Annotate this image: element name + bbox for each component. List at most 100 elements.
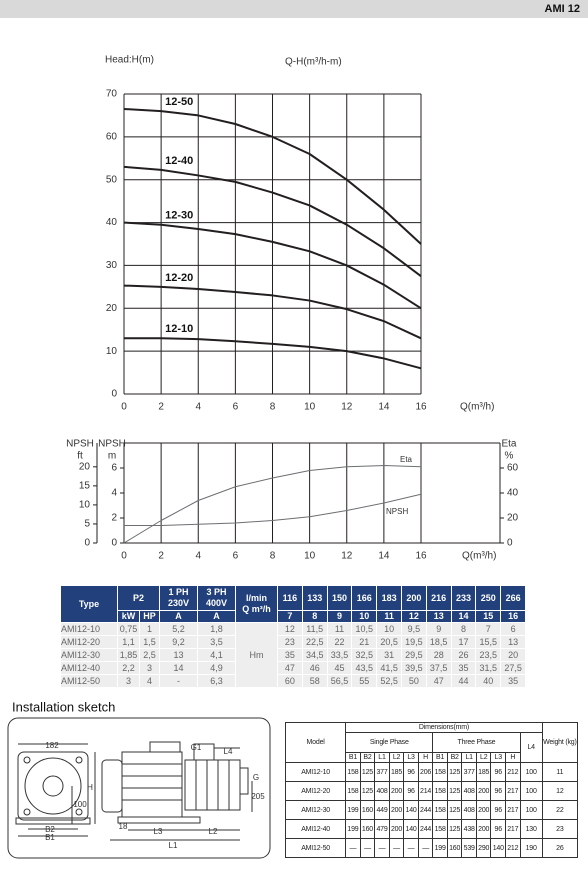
sketch-label: 18 — [119, 822, 128, 831]
table-cell: 31,5 — [475, 661, 502, 675]
table-cell: 19,5 — [401, 635, 427, 649]
table-cell: — — [359, 838, 376, 858]
table-cell: — — [345, 838, 361, 858]
series-line — [123, 221, 422, 310]
table-cell: 11,5 — [301, 622, 328, 636]
table-cell: 55 — [351, 674, 378, 688]
sketch-label: G1 — [191, 743, 202, 752]
table-cell: HP — [138, 610, 161, 623]
x-tick-label: 12 — [341, 551, 353, 562]
table-cell: P2 — [116, 585, 161, 611]
x-tick-label: 8 — [270, 551, 276, 562]
series-label: Eta — [400, 455, 413, 464]
sketch-label: L2 — [209, 827, 218, 836]
table-cell: 158 — [432, 819, 448, 839]
dimension-table: Model Dimensions(mm) Weight (kg) Single Pha… — [284, 722, 579, 858]
table-cell: H — [417, 752, 434, 763]
table-cell: 10 — [351, 610, 378, 623]
yft-tick-label: 10 — [79, 500, 91, 511]
x-tick-label: 4 — [195, 402, 201, 413]
header-text: Q m³/h — [242, 604, 271, 614]
table-cell: 35 — [500, 674, 526, 688]
body-row: AMI12-50— — — — — —199 160 539 290 140 212 190 26 — [284, 838, 579, 858]
body-row: AMI12-10 0,75 1 5,2 1,8 Hm 12 11,5 11 10,5 10 9,5 9 8… — [60, 622, 526, 688]
table-cell: 33,5 — [326, 648, 353, 662]
table-cell: 158 — [345, 762, 361, 782]
table-cell: Dimensions(mm) — [345, 722, 543, 733]
header-row: Type P2 1 PH 230V 3 PH 400V l/min Q m³/h 116 13… — [60, 585, 526, 623]
table-cell: 200 — [388, 800, 405, 820]
table-cell: L4 — [519, 732, 543, 763]
table-cell: 125 — [446, 819, 463, 839]
table-cell: 160 — [359, 819, 376, 839]
table-cell: 44 — [450, 674, 477, 688]
sketch-label: L4 — [224, 747, 233, 756]
table-cell: 96 — [490, 819, 506, 839]
header-text: l/min — [246, 593, 268, 603]
series-label: 12-30 — [165, 210, 193, 222]
table-cell: 52,5 — [376, 674, 402, 688]
table-cell: Three Phase — [432, 732, 521, 753]
table-cell: 200 — [388, 781, 405, 801]
table-cell: 43,5 — [351, 661, 378, 675]
table-cell: 23 — [277, 635, 303, 649]
table-cell: 47 — [277, 661, 303, 675]
table-cell: A — [197, 610, 237, 623]
body-row: AMI12-30 1,85 2,5 13 4,1 35 34,5 33,5 32,5 31 29,5… — [60, 648, 526, 662]
table-cell: Weight (kg) — [541, 722, 579, 763]
x-tick-label: 14 — [378, 551, 390, 562]
y-tick-label: 4 — [111, 488, 117, 499]
table-cell: 39,5 — [401, 661, 427, 675]
table-cell: Single Phase — [345, 732, 434, 753]
table-cell: L3 — [490, 752, 506, 763]
table-cell: 408 — [461, 800, 477, 820]
table-cell: 22 — [541, 800, 579, 820]
y-tick-label: 20 — [106, 303, 118, 314]
table-cell: AMI12-50 — [284, 838, 347, 858]
table-cell: 16 — [500, 610, 526, 623]
table-cell: kW — [117, 610, 140, 623]
table-cell: AMI12-10 — [60, 622, 118, 636]
table-cell: 150 — [326, 585, 353, 611]
series-line — [124, 337, 422, 370]
yft-tick-label: 20 — [79, 461, 91, 472]
table-cell: AMI12-40 — [284, 819, 347, 839]
header-row: kW HP A A 7 8 9 10 11 12 13 14 15 16 — [61, 610, 526, 623]
sketch-drawing — [7, 717, 271, 859]
x-tick-label: 0 — [121, 551, 127, 562]
header-row: Single Phase Three Phase L4 — [286, 732, 578, 763]
table-cell: 266 — [500, 585, 526, 611]
table-cell: 96 — [490, 781, 506, 801]
table-cell: 9 — [326, 610, 353, 623]
table-cell: H — [505, 752, 521, 763]
x-tick-label: 8 — [270, 402, 276, 413]
table-cell: 8 — [450, 622, 477, 636]
series-line — [123, 108, 422, 245]
table-cell: 10,5 — [351, 622, 378, 636]
table-cell: 200 — [401, 585, 427, 611]
table-cell: 15 — [475, 610, 502, 623]
table-cell: 1,5 — [138, 635, 161, 649]
table-cell: 21 — [351, 635, 378, 649]
table-cell: 133 — [301, 585, 328, 611]
table-cell: 22 — [326, 635, 353, 649]
sketch-title: Installation sketch — [12, 699, 115, 714]
table-cell: 158 — [432, 781, 448, 801]
table-cell: 96 — [490, 800, 506, 820]
table-cell: 438 — [461, 819, 477, 839]
table-cell: AMI12-30 — [60, 648, 118, 662]
body-row: AMI12-40 199 160 479 200 140 244 158 125 438 200 96… — [284, 819, 579, 839]
table-cell: 125 — [446, 762, 463, 782]
y2-tick-label: 20 — [507, 513, 519, 524]
table-cell: 6,3 — [197, 674, 237, 688]
table-cell: 200 — [475, 819, 492, 839]
table-cell: 190 — [519, 838, 543, 858]
table-cell: 20 — [500, 648, 526, 662]
table-cell: 18,5 — [425, 635, 452, 649]
x-tick-label: 16 — [415, 551, 427, 562]
table-cell: 26 — [450, 648, 477, 662]
table-cell: — — [403, 838, 419, 858]
table-cell: 13 — [425, 610, 452, 623]
series-label: 12-40 — [165, 155, 193, 167]
table-cell: 140 — [490, 838, 506, 858]
